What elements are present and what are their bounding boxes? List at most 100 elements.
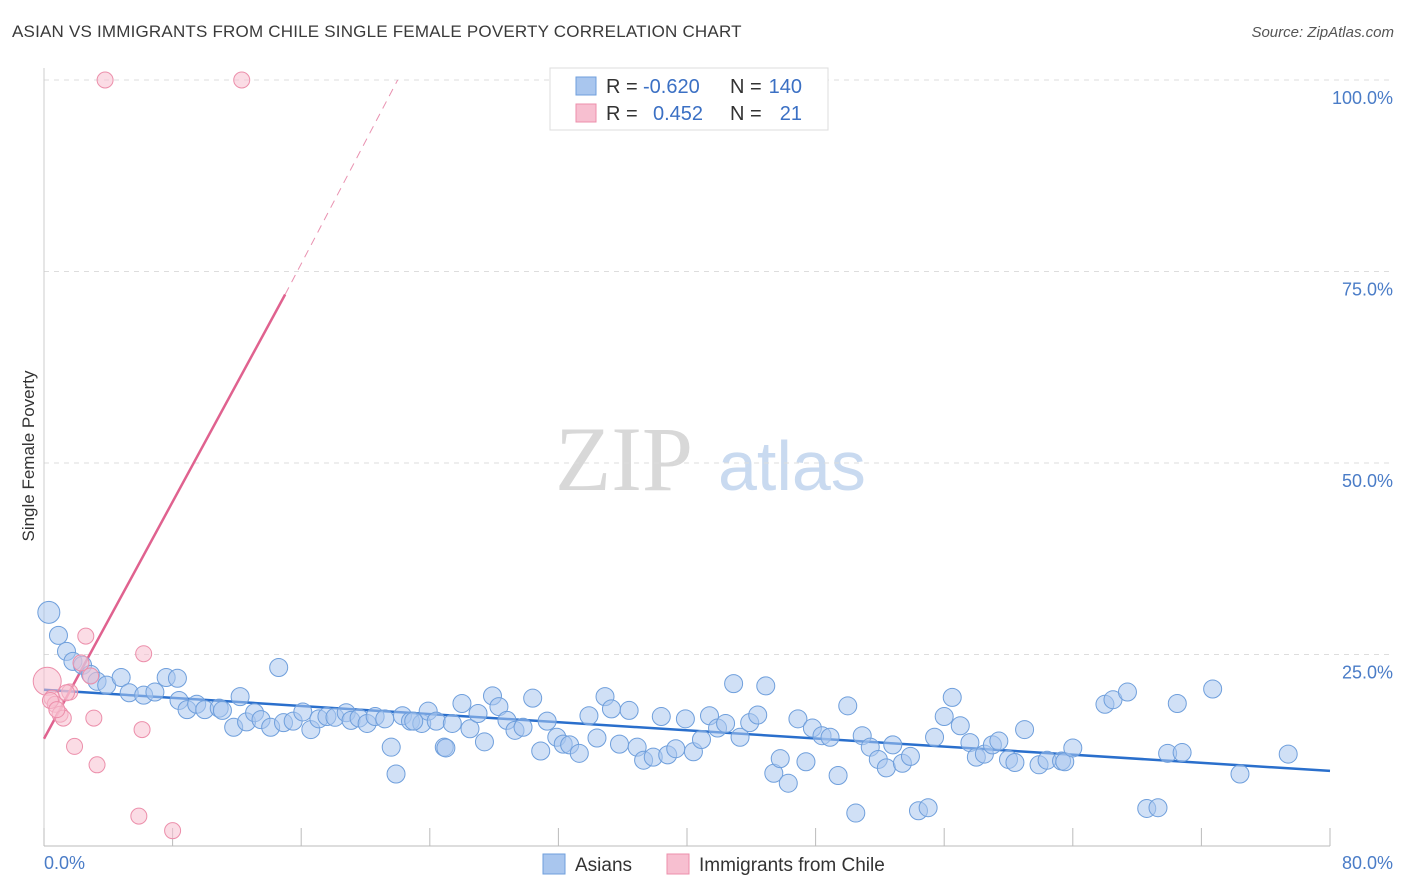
asians-point-29 — [293, 702, 313, 722]
asians-point-40 — [381, 737, 401, 757]
chile-point-9 — [72, 654, 90, 672]
chile-point-0 — [96, 71, 114, 89]
asians-point-89 — [770, 749, 790, 769]
x-tick-label-0: 0.0% — [44, 853, 85, 873]
legend-n-label-1: N = — [730, 76, 762, 98]
bottom-legend-label-asians: Asians — [575, 855, 632, 876]
asians-point-19 — [212, 700, 232, 720]
legend-swatch-pink — [575, 103, 597, 123]
asians-point-77 — [675, 709, 695, 729]
chile-point-17 — [164, 822, 182, 840]
chile-point-14 — [135, 645, 153, 663]
asians-point-131 — [1167, 694, 1187, 714]
asians-point-13 — [167, 668, 187, 688]
watermark-atlas: atlas — [718, 427, 866, 505]
asians-point-8 — [111, 667, 131, 687]
asians-point-57 — [513, 717, 533, 737]
chile-point-19 — [58, 684, 76, 702]
asians-point-64 — [569, 743, 589, 763]
asians-point-108 — [925, 727, 945, 747]
chile-point-13 — [88, 756, 106, 774]
asians-point-97 — [838, 696, 858, 716]
asians-point-103 — [883, 735, 903, 755]
asians-point-107 — [918, 798, 938, 818]
asians-point-1 — [48, 625, 68, 645]
asians-point-26 — [269, 658, 289, 678]
asians-point-124 — [1063, 738, 1083, 758]
chile-point-12 — [85, 709, 103, 727]
asians-point-119 — [1015, 720, 1035, 740]
source-label: Source: ZipAtlas.com — [1251, 24, 1394, 41]
asians-point-91 — [788, 709, 808, 729]
tick-labels: 100.0% 75.0% 50.0% 25.0% 0.0% 80.0% — [44, 88, 1393, 873]
bottom-legend-swatch-chile — [666, 853, 690, 875]
asians-point-39 — [375, 709, 395, 729]
asians-point-48 — [442, 713, 462, 733]
asians-point-52 — [474, 732, 494, 752]
asians-point-129 — [1148, 798, 1168, 818]
asians-point-76 — [666, 739, 686, 759]
asians-point-46 — [426, 711, 446, 731]
asians-point-118 — [1005, 753, 1025, 773]
y-tick-label-1: 75.0% — [1342, 280, 1393, 300]
asians-point-21 — [230, 687, 250, 707]
legend-n-label-2: N = — [730, 103, 762, 125]
asians-point-86 — [748, 705, 768, 725]
legend-r-value-1: -0.620 — [643, 76, 700, 98]
asians-point-51 — [468, 703, 488, 723]
asians-point-110 — [942, 687, 962, 707]
stats-legend: R = -0.620 N = 140 R = 0.452 N = 21 — [549, 67, 829, 131]
asians-point-0 — [37, 600, 61, 624]
asians-point-134 — [1230, 764, 1250, 784]
asians-point-59 — [531, 741, 551, 761]
asians-point-74 — [651, 707, 671, 727]
chile-trend-line-extension — [284, 79, 399, 295]
chile-point-15 — [133, 721, 151, 739]
asians-point-98 — [846, 803, 866, 823]
chile-point-16 — [130, 807, 148, 825]
asians-point-133 — [1203, 679, 1223, 699]
asians-point-116 — [989, 731, 1009, 751]
asians-point-66 — [587, 728, 607, 748]
bottom-legend-swatch-asians — [542, 853, 566, 875]
asians-point-65 — [579, 706, 599, 726]
asians-point-49 — [452, 694, 472, 714]
asians-point-136 — [436, 738, 456, 758]
bottom-legend: Asians Immigrants from Chile — [542, 853, 885, 876]
asians-point-68 — [601, 699, 621, 719]
legend-swatch-blue — [575, 76, 597, 96]
chile-point-2 — [32, 666, 62, 696]
asians-point-82 — [716, 713, 736, 733]
legend-r-label-1: R = — [606, 76, 638, 98]
asians-trend-line — [43, 688, 1331, 773]
legend-r-value-2: 0.452 — [653, 103, 703, 125]
asians-point-96 — [828, 766, 848, 786]
asians-point-132 — [1172, 743, 1192, 763]
asians-point-60 — [537, 711, 557, 731]
chile-point-20 — [48, 701, 66, 719]
asians-point-11 — [145, 682, 165, 702]
asians-point-105 — [900, 746, 920, 766]
asians-point-70 — [619, 700, 639, 720]
bottom-legend-label-chile: Immigrants from Chile — [699, 855, 885, 876]
watermark: ZIP atlas — [555, 408, 866, 510]
asians-point-95 — [820, 727, 840, 747]
watermark-zip: ZIP — [555, 408, 693, 510]
asians-point-137 — [404, 711, 424, 731]
asians-point-111 — [950, 716, 970, 736]
chile-point-10 — [77, 627, 95, 645]
x-tick-label-1: 80.0% — [1342, 853, 1393, 873]
chile-point-1 — [233, 71, 251, 89]
asians-point-84 — [730, 727, 750, 747]
chart-title: ASIAN VS IMMIGRANTS FROM CHILE SINGLE FE… — [12, 22, 742, 41]
y-tick-label-3: 25.0% — [1342, 663, 1393, 683]
chile-point-8 — [66, 737, 84, 755]
legend-r-label-2: R = — [606, 103, 638, 125]
asians-point-79 — [691, 730, 711, 750]
data-points — [32, 71, 1298, 840]
y-tick-label-2: 50.0% — [1342, 471, 1393, 491]
axes — [43, 68, 1331, 847]
asians-point-58 — [523, 688, 543, 708]
chile-point-11 — [82, 667, 100, 685]
